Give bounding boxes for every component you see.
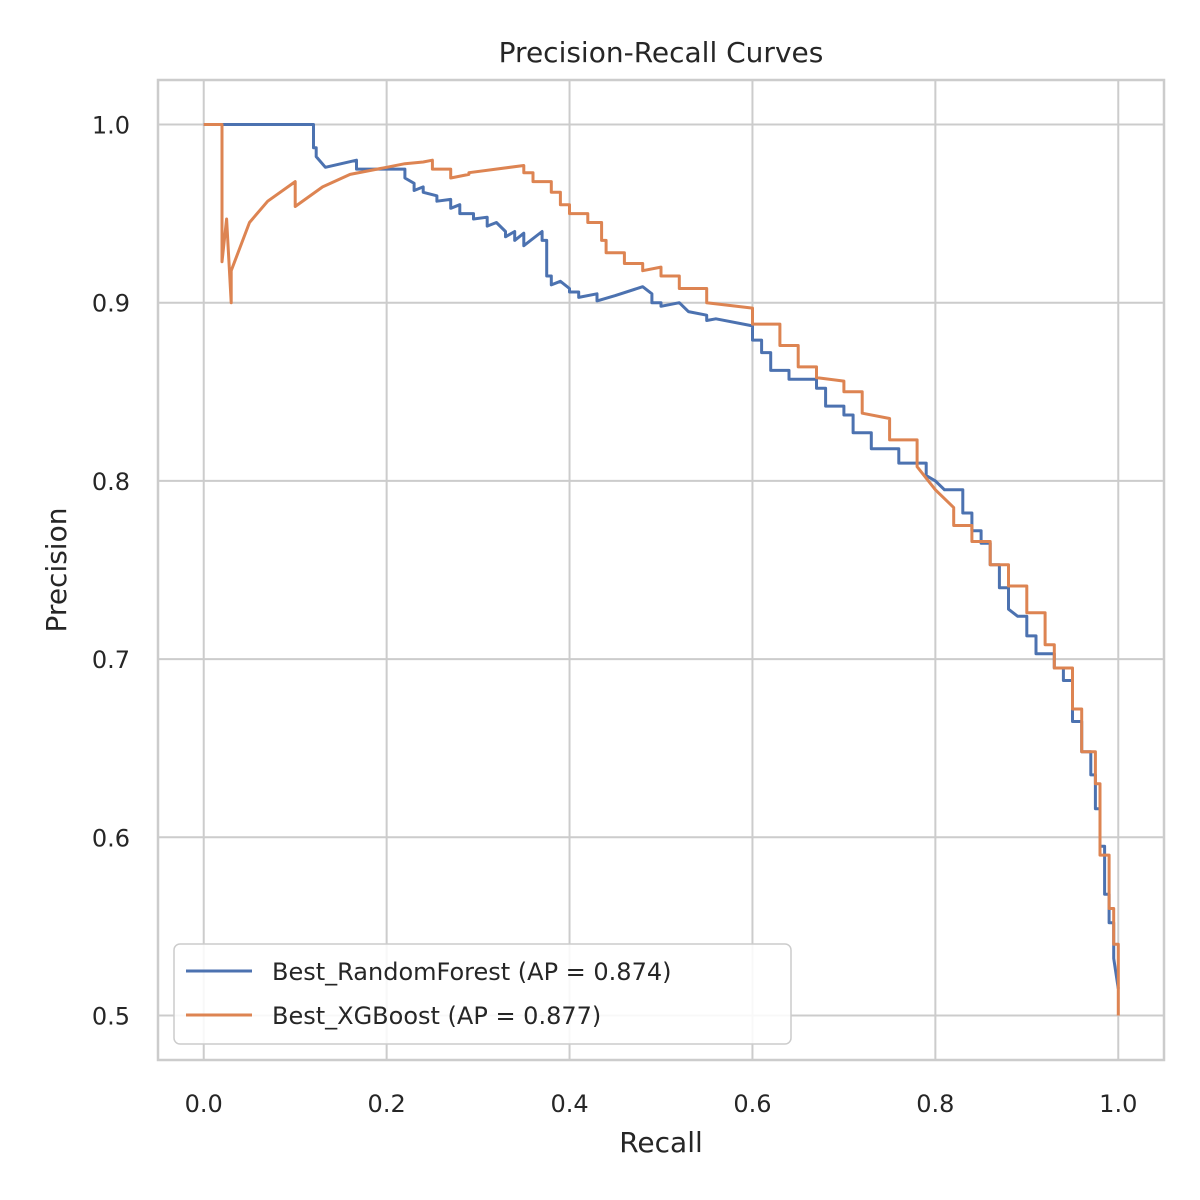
legend-box [173,943,792,1045]
y-tick-label: 0.6 [92,824,130,852]
x-tick-label: 0.8 [916,1090,954,1118]
x-tick-label: 1.0 [1099,1090,1137,1118]
y-tick-labels: 0.5 0.6 0.7 0.8 0.9 1.0 [92,112,130,1031]
x-tick-label: 0.4 [550,1090,588,1118]
y-tick-label: 0.5 [92,1002,130,1030]
plot-frame [156,78,1166,1062]
plot-background [158,80,1164,1060]
y-axis-label: Precision [40,508,73,633]
grid-lines [158,80,1164,1060]
x-tick-label: 0.0 [185,1090,223,1118]
legend-label-xgboost: Best_XGBoost (AP = 0.877) [272,1002,601,1030]
chart-title: Precision-Recall Curves [499,36,824,69]
x-tick-labels: 0.0 0.2 0.4 0.6 0.8 1.0 [185,1090,1138,1118]
x-axis-label: Recall [619,1126,703,1159]
series-line-xgboost [203,123,1120,1016]
y-tick-label: 0.7 [92,646,130,674]
y-tick-label: 1.0 [92,112,130,140]
y-tick-label: 0.8 [92,468,130,496]
x-tick-label: 0.2 [368,1090,406,1118]
y-tick-label: 0.9 [92,290,130,318]
legend-label-randomforest: Best_RandomForest (AP = 0.874) [272,958,671,986]
series-layer [203,123,1120,1016]
x-tick-label: 0.6 [733,1090,771,1118]
legend: Best_RandomForest (AP = 0.874) Best_XGBo… [173,943,792,1045]
